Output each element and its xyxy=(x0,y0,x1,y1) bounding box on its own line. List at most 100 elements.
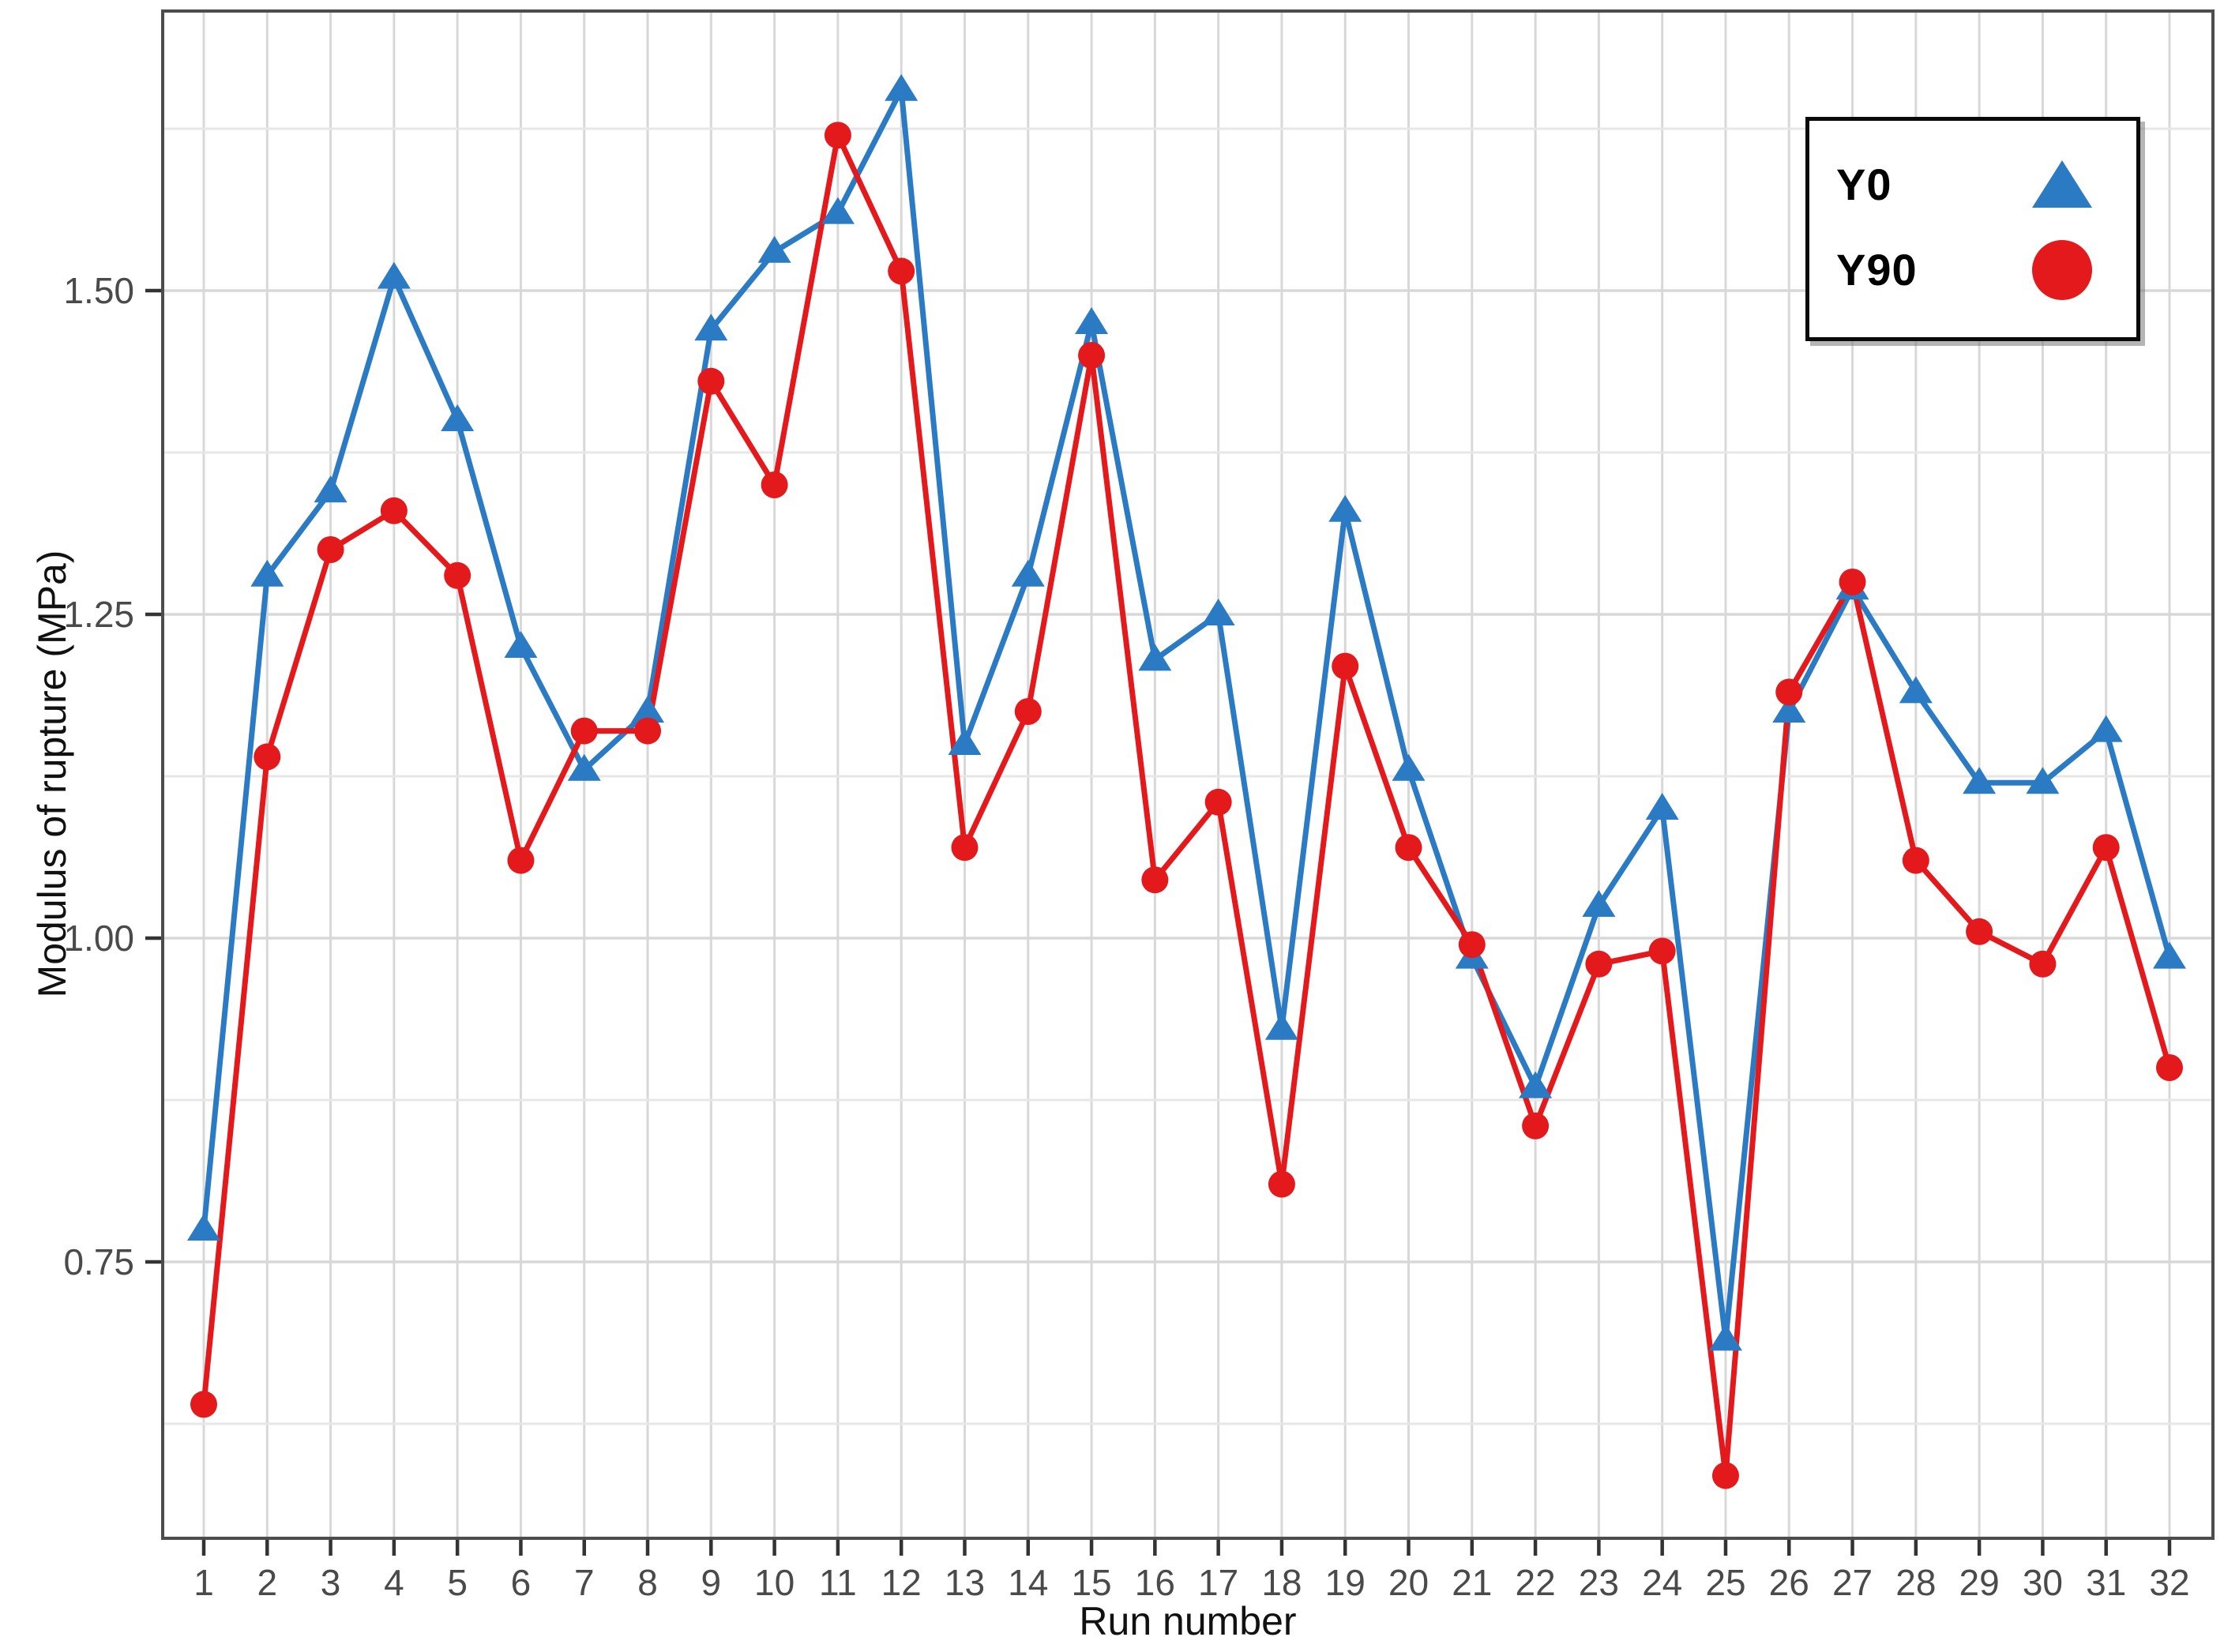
data-point-y90 xyxy=(254,743,281,771)
x-tick-label: 24 xyxy=(1642,1562,1682,1603)
data-point-y0 xyxy=(377,261,411,289)
legend-item-y0: Y0 xyxy=(1836,159,2092,210)
data-point-y90 xyxy=(634,717,662,745)
data-point-y0 xyxy=(2089,715,2123,742)
data-point-y0 xyxy=(314,475,348,503)
data-point-y0 xyxy=(1582,890,1616,917)
data-point-y0 xyxy=(567,753,601,781)
data-point-y90 xyxy=(761,471,788,498)
y-tick-label: 1.00 xyxy=(63,918,134,959)
data-point-y90 xyxy=(2092,834,2120,862)
data-point-y90 xyxy=(1522,1112,1550,1140)
data-point-y0 xyxy=(885,73,919,101)
data-point-y0 xyxy=(1011,559,1045,587)
x-tick-label: 29 xyxy=(1959,1562,2000,1603)
x-tick-label: 11 xyxy=(819,1562,857,1603)
data-point-y90 xyxy=(1268,1170,1295,1198)
data-point-y90 xyxy=(824,122,851,149)
x-tick-label: 18 xyxy=(1261,1562,1302,1603)
data-point-y0 xyxy=(1645,793,1679,820)
data-point-y0 xyxy=(631,696,665,723)
x-tick-label: 32 xyxy=(2149,1562,2189,1603)
data-point-y0 xyxy=(504,631,538,658)
series-line-y90 xyxy=(201,132,2173,1479)
x-tick-label: 3 xyxy=(321,1562,341,1603)
x-tick-label: 7 xyxy=(574,1562,595,1603)
x-tick-label: 17 xyxy=(1198,1562,1238,1603)
data-point-y90 xyxy=(1395,834,1422,862)
data-point-y90 xyxy=(1711,1462,1739,1489)
x-tick-label: 8 xyxy=(637,1562,658,1603)
data-point-y0 xyxy=(1772,696,1806,723)
data-point-y0 xyxy=(1519,1071,1553,1098)
x-tick-label: 10 xyxy=(754,1562,795,1603)
x-axis-title: Run number xyxy=(1079,1599,1297,1643)
data-point-y0 xyxy=(2152,941,2186,969)
legend-label-y0: Y0 xyxy=(1836,159,1892,209)
data-point-y90 xyxy=(951,834,979,862)
data-point-y90 xyxy=(2155,1054,2183,1081)
x-tick-label: 9 xyxy=(701,1562,722,1603)
data-point-y90 xyxy=(1585,950,1613,978)
x-tick-label: 4 xyxy=(384,1562,404,1603)
x-tick-label: 15 xyxy=(1071,1562,1111,1603)
panel-border xyxy=(161,9,2215,1540)
data-point-y90 xyxy=(1332,652,1359,680)
data-point-y90 xyxy=(380,497,408,524)
data-point-y90 xyxy=(1966,918,1993,945)
legend-item-y90: Y90 xyxy=(1836,239,2092,300)
data-point-y90 xyxy=(507,847,535,874)
data-point-y0 xyxy=(1708,1323,1742,1351)
triangle-marker-icon xyxy=(2032,160,2092,208)
x-tick-label: 5 xyxy=(447,1562,468,1603)
data-point-y0 xyxy=(187,1214,220,1241)
x-tick-label: 13 xyxy=(945,1562,985,1603)
x-tick-label: 16 xyxy=(1135,1562,1175,1603)
data-point-y90 xyxy=(1902,847,1929,874)
data-point-y0 xyxy=(250,559,284,587)
x-tick-label: 26 xyxy=(1769,1562,1809,1603)
data-point-y90 xyxy=(1775,678,1803,706)
x-tick-label: 20 xyxy=(1388,1562,1429,1603)
data-point-y0 xyxy=(441,404,475,431)
data-point-y90 xyxy=(1648,937,1676,965)
data-point-y90 xyxy=(1078,342,1106,369)
x-tick-label: 28 xyxy=(1895,1562,1936,1603)
x-tick-label: 31 xyxy=(2086,1562,2126,1603)
data-point-y0 xyxy=(1899,676,1933,704)
data-point-y0 xyxy=(757,235,791,263)
data-point-y90 xyxy=(697,367,725,395)
x-tick-label: 6 xyxy=(511,1562,532,1603)
data-point-y90 xyxy=(2029,950,2057,978)
data-point-y90 xyxy=(1141,866,1169,894)
legend-label-y90: Y90 xyxy=(1836,245,1918,295)
data-point-y0 xyxy=(1328,494,1362,522)
x-tick-label: 25 xyxy=(1705,1562,1745,1603)
data-point-y0 xyxy=(694,314,728,341)
data-point-y0 xyxy=(948,728,982,755)
x-tick-label: 23 xyxy=(1579,1562,1619,1603)
data-point-y90 xyxy=(1014,698,1042,725)
y-tick-label: 0.75 xyxy=(63,1241,134,1282)
data-point-y0 xyxy=(1392,753,1426,781)
data-point-y90 xyxy=(317,536,344,563)
data-point-y90 xyxy=(444,561,471,589)
data-point-y0 xyxy=(1264,1012,1298,1040)
data-point-y90 xyxy=(190,1391,217,1418)
x-tick-label: 1 xyxy=(193,1562,214,1603)
data-point-y90 xyxy=(1204,788,1232,816)
x-tick-label: 19 xyxy=(1325,1562,1366,1603)
x-tick-label: 2 xyxy=(257,1562,277,1603)
x-tick-label: 22 xyxy=(1516,1562,1556,1603)
x-tick-label: 14 xyxy=(1008,1562,1048,1603)
data-point-y0 xyxy=(821,197,855,224)
y-tick-label: 1.50 xyxy=(63,270,134,311)
data-point-y90 xyxy=(888,257,915,285)
x-tick-label: 27 xyxy=(1832,1562,1873,1603)
data-point-y90 xyxy=(1839,569,1866,595)
data-point-y0 xyxy=(1138,644,1172,671)
y-axis-title: Modulus of rupture (MPa) xyxy=(30,550,74,998)
data-point-y0 xyxy=(1201,599,1235,625)
legend: Y0 Y90 xyxy=(1805,117,2140,341)
